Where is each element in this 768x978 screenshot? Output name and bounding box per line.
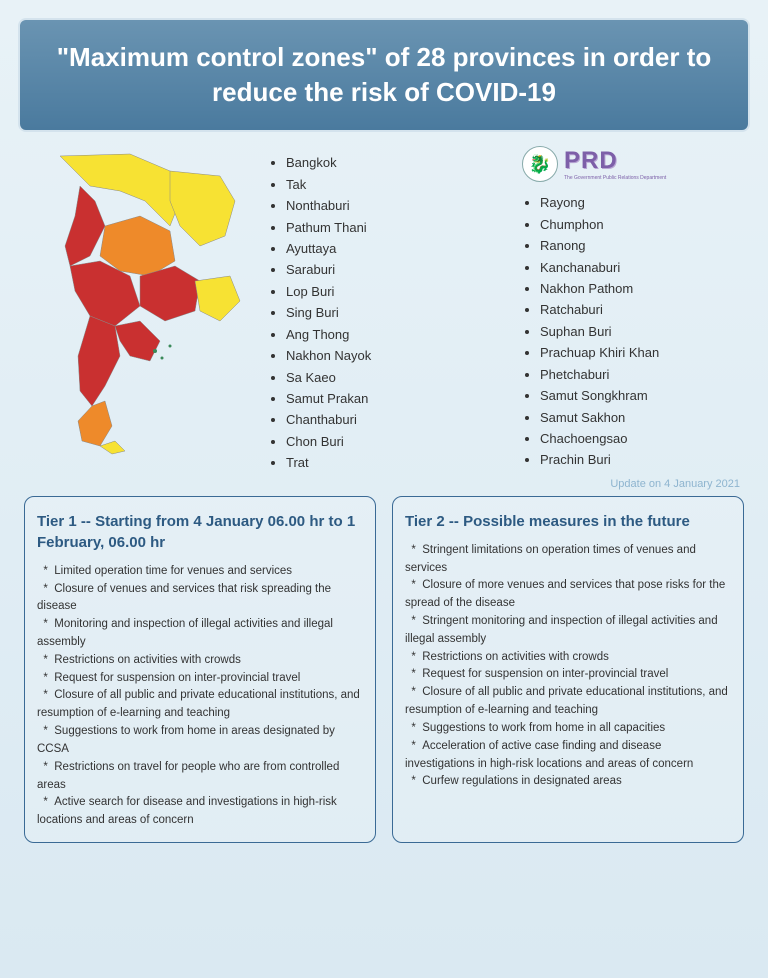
tier1-title: Tier 1 -- Starting from 4 January 06.00 … [37, 511, 363, 553]
tier-item: * Request for suspension on inter-provin… [37, 670, 363, 688]
thailand-map [20, 146, 250, 456]
province-item: Phetchaburi [540, 364, 748, 385]
province-item: Sing Buri [286, 302, 504, 323]
province-item: Chumphon [540, 214, 748, 235]
province-item: Ranong [540, 235, 748, 256]
tier-item: * Closure of venues and services that ri… [37, 581, 363, 617]
province-item: Prachuap Khiri Khan [540, 342, 748, 363]
page-title: "Maximum control zones" of 28 provinces … [32, 40, 736, 110]
tier2-box: Tier 2 -- Possible measures in the futur… [392, 496, 744, 843]
tier-item: * Acceleration of active case finding an… [405, 738, 731, 774]
province-item: Nonthaburi [286, 195, 504, 216]
tier-item: * Closure of all public and private educ… [37, 687, 363, 723]
province-item: Nakhon Pathom [540, 278, 748, 299]
province-item: Sa Kaeo [286, 367, 504, 388]
tier-item: * Suggestions to work from home in all c… [405, 720, 731, 738]
tier-item: * Limited operation time for venues and … [37, 563, 363, 581]
province-item: Pathum Thani [286, 217, 504, 238]
tier1-box: Tier 1 -- Starting from 4 January 06.00 … [24, 496, 376, 843]
tier-item: * Closure of more venues and services th… [405, 577, 731, 613]
tier2-title: Tier 2 -- Possible measures in the futur… [405, 511, 731, 532]
province-item: Samut Songkhram [540, 385, 748, 406]
map-svg [20, 146, 250, 456]
tier-item: * Suggestions to work from home in areas… [37, 723, 363, 759]
prd-logo-text: PRD [564, 147, 666, 175]
province-item: Ayuttaya [286, 238, 504, 259]
tier2-body: * Stringent limitations on operation tim… [405, 542, 731, 791]
prd-logo-sub: The Government Public Relations Departme… [564, 175, 666, 181]
province-item: Saraburi [286, 259, 504, 280]
provinces-col1: BangkokTakNonthaburiPathum ThaniAyuttaya… [264, 146, 504, 474]
tier-item: * Stringent limitations on operation tim… [405, 542, 731, 578]
tier-item: * Active search for disease and investig… [37, 794, 363, 830]
province-item: Rayong [540, 192, 748, 213]
prd-badge-icon: 🐉 [522, 146, 558, 182]
tier-item: * Closure of all public and private educ… [405, 684, 731, 720]
tier-item: * Restrictions on travel for people who … [37, 759, 363, 795]
provinces-col2-wrapper: 🐉 PRD The Government Public Relations De… [518, 146, 748, 474]
tier-item: * Restrictions on activities with crowds [37, 652, 363, 670]
province-item: Samut Sakhon [540, 407, 748, 428]
province-item: Samut Prakan [286, 388, 504, 409]
province-item: Chanthaburi [286, 409, 504, 430]
province-item: Nakhon Nayok [286, 345, 504, 366]
province-item: Ang Thong [286, 324, 504, 345]
province-item: Lop Buri [286, 281, 504, 302]
province-item: Bangkok [286, 152, 504, 173]
tier-item: * Curfew regulations in designated areas [405, 773, 731, 791]
update-date: Update on 4 January 2021 [0, 474, 768, 496]
province-item: Kanchanaburi [540, 257, 748, 278]
prd-logo: 🐉 PRD The Government Public Relations De… [518, 146, 748, 182]
tier1-body: * Limited operation time for venues and … [37, 563, 363, 830]
map-column [20, 146, 250, 474]
provinces-list-2: RayongChumphonRanongKanchanaburiNakhon P… [518, 192, 748, 471]
province-item: Chon Buri [286, 431, 504, 452]
tier-item: * Request for suspension on inter-provin… [405, 666, 731, 684]
header-band: "Maximum control zones" of 28 provinces … [18, 18, 750, 132]
tier-item: * Monitoring and inspection of illegal a… [37, 616, 363, 652]
province-item: Suphan Buri [540, 321, 748, 342]
mid-section: BangkokTakNonthaburiPathum ThaniAyuttaya… [0, 132, 768, 474]
tier-item: * Stringent monitoring and inspection of… [405, 613, 731, 649]
province-item: Prachin Buri [540, 449, 748, 470]
tier-item: * Restrictions on activities with crowds [405, 649, 731, 667]
provinces-list-1: BangkokTakNonthaburiPathum ThaniAyuttaya… [264, 152, 504, 474]
province-item: Ratchaburi [540, 299, 748, 320]
province-item: Tak [286, 174, 504, 195]
tiers-row: Tier 1 -- Starting from 4 January 06.00 … [0, 496, 768, 863]
province-item: Chachoengsao [540, 428, 748, 449]
province-item: Trat [286, 452, 504, 473]
